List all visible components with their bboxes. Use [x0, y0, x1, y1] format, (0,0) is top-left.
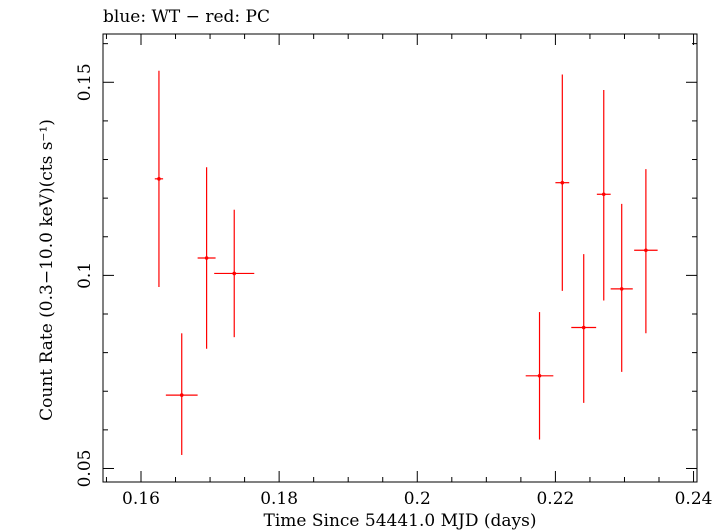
y-axis-label: Count Rate (0.3−10.0 keV)(cts s⁻¹)	[37, 119, 57, 421]
axis-tick-labels: 0.16 0.18 0.2 0.22 0.24 0.05 0.1 0.15	[75, 63, 712, 509]
x-tick-label: 0.24	[675, 489, 713, 509]
point-marker	[601, 192, 606, 197]
data-point	[610, 203, 633, 372]
data-point	[197, 167, 216, 349]
data-point	[596, 90, 611, 301]
point-marker	[232, 271, 237, 276]
data-point	[154, 70, 164, 287]
y-tick-label: 0.1	[75, 262, 95, 289]
point-marker	[644, 248, 648, 253]
data-point	[571, 254, 597, 403]
data-point	[165, 333, 198, 455]
x-tick-label: 0.18	[260, 489, 298, 509]
point-marker	[581, 325, 586, 330]
data-point	[214, 209, 255, 338]
y-tick-label: 0.15	[75, 63, 95, 101]
x-tick-label: 0.2	[404, 489, 431, 509]
x-axis-label: Time Since 54441.0 MJD (days)	[264, 511, 537, 531]
point-marker	[537, 373, 542, 378]
point-marker	[179, 393, 184, 397]
data-point	[634, 169, 658, 334]
y-tick-label: 0.05	[75, 450, 95, 488]
point-marker	[619, 287, 624, 291]
plot-frame	[102, 33, 698, 483]
plot-title: blue: WT − red: PC	[103, 7, 270, 27]
data-point	[525, 312, 554, 440]
point-marker	[157, 177, 161, 181]
x-tick-label: 0.22	[536, 489, 574, 509]
point-marker	[204, 256, 209, 260]
data-points	[154, 70, 658, 455]
point-marker	[560, 180, 565, 185]
x-tick-label: 0.16	[122, 489, 160, 509]
data-point	[555, 74, 570, 291]
axis-ticks	[103, 34, 697, 482]
